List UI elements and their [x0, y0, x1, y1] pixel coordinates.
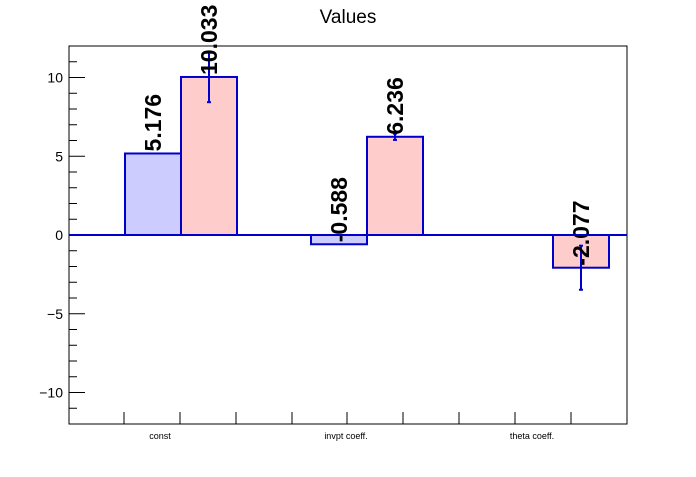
bar-value-label: -2.077 — [568, 200, 594, 265]
chart-title: Values — [320, 7, 377, 28]
bar-value-label: 10.033 — [196, 5, 222, 75]
y-tick-label: −10 — [39, 385, 63, 401]
bar-value-label: 5.176 — [140, 94, 166, 152]
y-tick-label: 0 — [55, 227, 63, 243]
y-tick-label: 10 — [47, 70, 63, 86]
x-category-label: const — [149, 431, 171, 441]
bar-value-label: -0.588 — [326, 177, 352, 242]
x-category-label: invpt coeff. — [324, 431, 367, 441]
bar — [366, 135, 424, 237]
y-tick-label: 5 — [55, 148, 63, 164]
y-tick-label: −5 — [47, 306, 63, 322]
bar-value-label: 6.236 — [382, 77, 408, 135]
bar — [124, 152, 182, 236]
x-category-label: theta coeff. — [510, 431, 554, 441]
